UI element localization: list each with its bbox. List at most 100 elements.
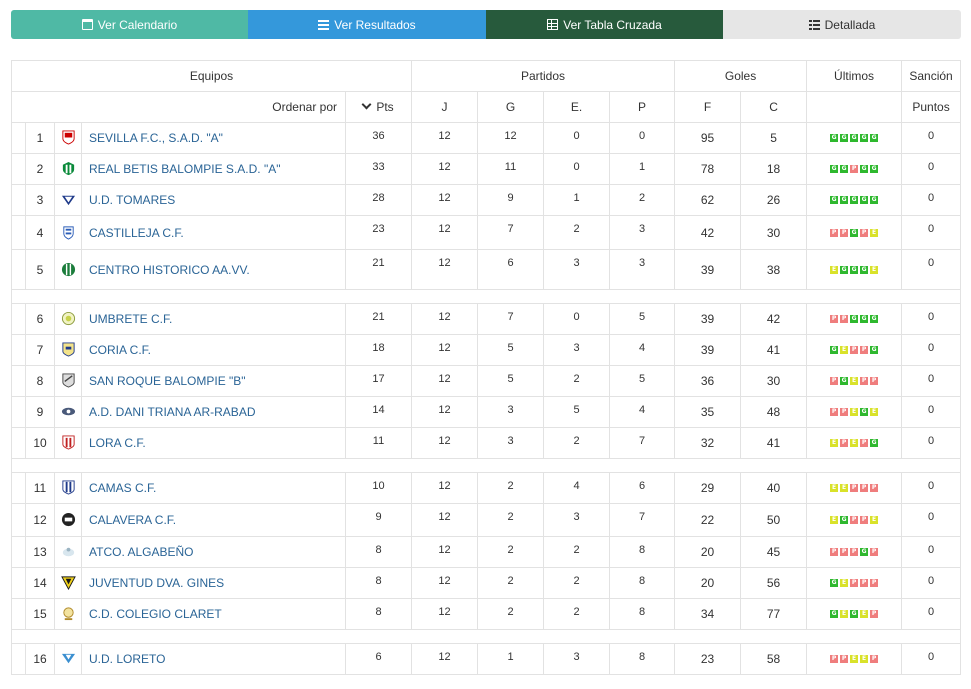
team-name-link[interactable]: CORIA C.F. <box>89 343 152 357</box>
form-result-badge[interactable]: P <box>860 377 869 385</box>
form-result-badge[interactable]: G <box>860 196 869 204</box>
tab-detailed[interactable]: Detallada <box>723 10 961 39</box>
form-result-badge[interactable]: P <box>870 484 879 492</box>
form-result-badge[interactable]: G <box>870 165 879 173</box>
form-result-badge[interactable]: P <box>860 484 869 492</box>
table-row[interactable]: 11 CAMAS C.F. 10 12 2 4 6 29 40 E E P P P 0 <box>11 472 962 504</box>
form-result-badge[interactable]: P <box>830 548 839 556</box>
sort-pts-header[interactable]: Pts <box>345 91 412 123</box>
form-result-badge[interactable]: G <box>860 315 869 323</box>
form-result-badge[interactable]: E <box>870 408 879 416</box>
form-result-badge[interactable]: E <box>860 655 869 663</box>
form-result-badge[interactable]: P <box>870 655 879 663</box>
table-row[interactable]: 3 U.D. TOMARES 28 12 9 1 2 62 26 G G G G G 0 <box>11 184 962 216</box>
form-result-badge[interactable]: P <box>840 228 849 237</box>
form-result-badge[interactable]: G <box>850 196 859 204</box>
form-result-badge[interactable]: G <box>840 377 849 385</box>
form-result-badge[interactable]: P <box>850 165 859 173</box>
form-result-badge[interactable]: E <box>870 265 879 274</box>
team-name-link[interactable]: ATCO. ALGABEÑO <box>89 545 194 559</box>
form-result-badge[interactable]: E <box>830 265 839 274</box>
form-result-badge[interactable]: G <box>860 408 869 416</box>
tab-results[interactable]: Ver Resultados <box>248 10 486 39</box>
form-result-badge[interactable]: P <box>860 579 869 587</box>
form-result-badge[interactable]: G <box>830 346 839 354</box>
table-row[interactable]: 15 C.D. COLEGIO CLARET 8 12 2 2 8 34 77 G E G E P 0 <box>11 598 962 630</box>
form-result-badge[interactable]: E <box>850 655 859 663</box>
form-result-badge[interactable]: G <box>830 134 839 142</box>
header-g[interactable]: G <box>477 91 544 123</box>
form-result-badge[interactable]: P <box>840 548 849 556</box>
form-result-badge[interactable]: G <box>830 196 839 204</box>
form-result-badge[interactable]: P <box>860 516 869 524</box>
form-result-badge[interactable]: P <box>850 346 859 354</box>
form-result-badge[interactable]: P <box>830 408 839 416</box>
form-result-badge[interactable]: P <box>840 315 849 323</box>
team-name-link[interactable]: CASTILLEJA C.F. <box>89 225 184 240</box>
table-row[interactable]: 14 JUVENTUD DVA. GINES 8 12 2 2 8 20 56 G E P P P 0 <box>11 567 962 599</box>
form-result-badge[interactable]: P <box>830 377 839 385</box>
form-result-badge[interactable]: P <box>870 548 879 556</box>
form-result-badge[interactable]: G <box>860 134 869 142</box>
form-result-badge[interactable]: E <box>860 610 869 618</box>
table-row[interactable]: 12 CALAVERA C.F. 9 12 2 3 7 22 50 E G P P E 0 <box>11 503 962 537</box>
team-name-link[interactable]: CALAVERA C.F. <box>89 513 177 527</box>
form-result-badge[interactable]: E <box>840 484 849 492</box>
form-result-badge[interactable]: G <box>840 516 849 524</box>
table-row[interactable]: 16 U.D. LORETO 6 12 1 3 8 23 58 P P E E P 0 <box>11 643 962 675</box>
form-result-badge[interactable]: G <box>850 134 859 142</box>
team-name-link[interactable]: SAN ROQUE BALOMPIE "B" <box>89 374 246 388</box>
form-result-badge[interactable]: E <box>870 228 879 237</box>
team-name-link[interactable]: CENTRO HISTORICO AA.VV. <box>89 262 250 277</box>
form-result-badge[interactable]: P <box>870 610 879 618</box>
form-result-badge[interactable]: E <box>840 346 849 354</box>
form-result-badge[interactable]: P <box>870 377 879 385</box>
form-result-badge[interactable]: G <box>830 610 839 618</box>
form-result-badge[interactable]: P <box>830 655 839 663</box>
form-result-badge[interactable]: E <box>830 516 839 524</box>
table-row[interactable]: 9 A.D. DANI TRIANA AR-RABAD 14 12 3 5 4 35 48 P P E… <box>11 396 962 428</box>
team-name-link[interactable]: REAL BETIS BALOMPIE S.A.D. "A" <box>89 162 281 176</box>
form-result-badge[interactable]: P <box>850 579 859 587</box>
form-result-badge[interactable]: P <box>870 579 879 587</box>
team-name-link[interactable]: A.D. DANI TRIANA AR-RABAD <box>89 405 256 419</box>
table-row[interactable]: 4 CASTILLEJA C.F. 23 12 7 2 3 42 30 P P G P E 0 <box>11 215 962 250</box>
form-result-badge[interactable]: E <box>870 516 879 524</box>
form-result-badge[interactable]: G <box>840 165 849 173</box>
form-result-badge[interactable]: P <box>850 484 859 492</box>
table-row[interactable]: 2 REAL BETIS BALOMPIE S.A.D. "A" 33 12 11 0 1 7… <box>11 153 962 185</box>
header-c[interactable]: C <box>740 91 808 123</box>
form-result-badge[interactable]: P <box>840 655 849 663</box>
form-result-badge[interactable]: P <box>850 548 859 556</box>
form-result-badge[interactable]: G <box>840 265 849 274</box>
header-f[interactable]: F <box>674 91 742 123</box>
table-row[interactable]: 7 CORIA C.F. 18 12 5 3 4 39 41 G E P P G 0 <box>11 334 962 366</box>
form-result-badge[interactable]: E <box>850 377 859 385</box>
form-result-badge[interactable]: G <box>850 315 859 323</box>
form-result-badge[interactable]: E <box>850 408 859 416</box>
form-result-badge[interactable]: P <box>840 439 849 447</box>
team-name-link[interactable]: SEVILLA F.C., S.A.D. "A" <box>89 131 223 145</box>
form-result-badge[interactable]: E <box>850 439 859 447</box>
header-j[interactable]: J <box>411 91 478 123</box>
form-result-badge[interactable]: G <box>830 579 839 587</box>
team-name-link[interactable]: CAMAS C.F. <box>89 481 157 495</box>
team-name-link[interactable]: U.D. LORETO <box>89 652 166 666</box>
form-result-badge[interactable]: G <box>860 165 869 173</box>
table-row[interactable]: 1 SEVILLA F.C., S.A.D. "A" 36 12 12 0 0 95 5 G G G G… <box>11 122 962 154</box>
form-result-badge[interactable]: G <box>850 228 859 237</box>
form-result-badge[interactable]: P <box>860 228 869 237</box>
header-e[interactable]: E. <box>543 91 610 123</box>
form-result-badge[interactable]: G <box>870 196 879 204</box>
form-result-badge[interactable]: E <box>830 484 839 492</box>
table-row[interactable]: 13 ATCO. ALGABEÑO 8 12 2 2 8 20 45 P P P G P 0 <box>11 536 962 568</box>
form-result-badge[interactable]: G <box>870 346 879 354</box>
form-result-badge[interactable]: P <box>850 516 859 524</box>
tab-cross-table[interactable]: Ver Tabla Cruzada <box>486 10 723 39</box>
form-result-badge[interactable]: P <box>860 439 869 447</box>
form-result-badge[interactable]: E <box>840 579 849 587</box>
form-result-badge[interactable]: P <box>840 408 849 416</box>
form-result-badge[interactable]: P <box>830 228 839 237</box>
form-result-badge[interactable]: G <box>870 439 879 447</box>
form-result-badge[interactable]: G <box>850 610 859 618</box>
